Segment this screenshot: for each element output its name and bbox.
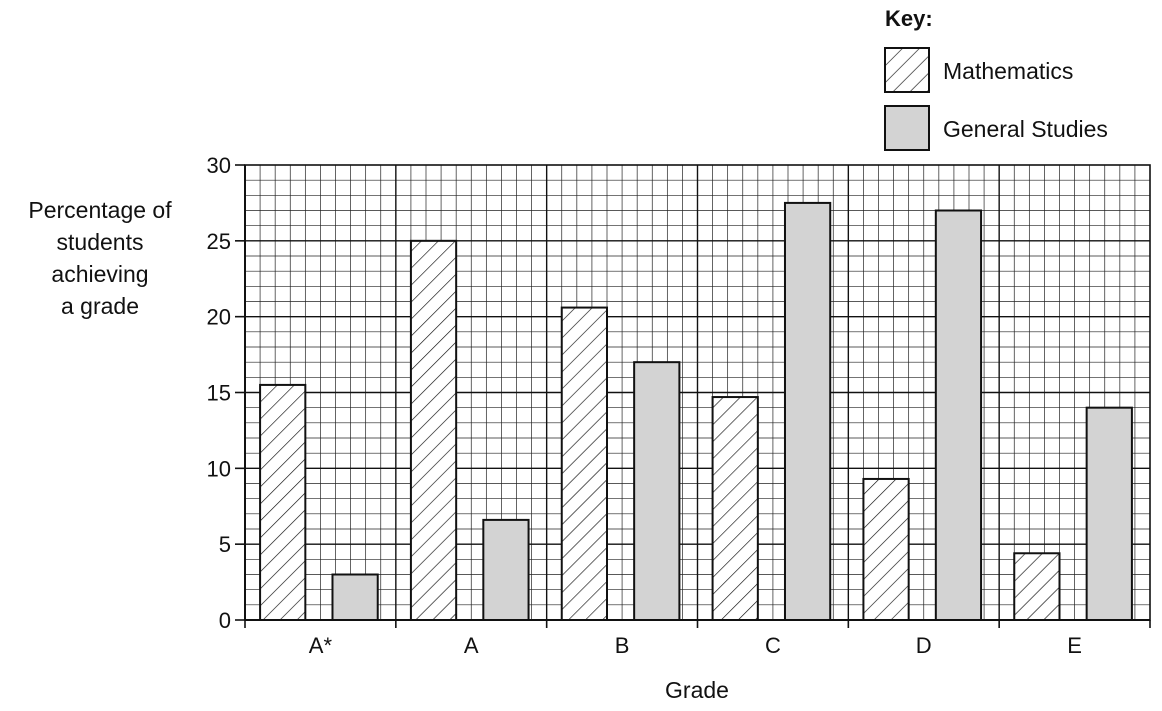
y-tick-label: 0 — [219, 608, 231, 633]
x-axis-label: Grade — [665, 677, 729, 703]
bar-general-studies-B — [633, 361, 681, 621]
x-tick-label: A* — [309, 633, 333, 658]
bar-mathematics-B — [560, 306, 608, 621]
y-tick-label: 20 — [207, 305, 231, 330]
bar-mathematics-A* — [259, 383, 307, 621]
bar-general-studies-D — [934, 209, 983, 621]
y-tick-label: 30 — [207, 153, 231, 178]
bars — [259, 201, 1133, 622]
plot-grid — [244, 164, 1151, 621]
bar-mathematics-C — [711, 396, 759, 621]
y-tick-label: 10 — [207, 456, 231, 481]
legend-swatch-general-studies — [884, 105, 930, 151]
x-tick-label: A — [464, 633, 479, 658]
bar-mathematics-E — [1013, 552, 1061, 621]
bar-general-studies-E — [1085, 406, 1133, 621]
y-tick-label: 15 — [207, 381, 231, 406]
legend-title: Key: — [885, 6, 933, 31]
bar-general-studies-C — [783, 201, 832, 622]
x-tick-label: C — [765, 633, 781, 658]
axes: A* A B C D E 0 5 10 15 20 25 30 — [207, 153, 1151, 658]
x-tick-label: E — [1067, 633, 1082, 658]
x-tick-label: D — [916, 633, 932, 658]
x-tick-label: B — [615, 633, 630, 658]
y-axis-label-line-4: a grade — [61, 293, 139, 319]
bar-general-studies-A* — [331, 573, 379, 621]
legend-swatch-mathematics — [884, 47, 930, 93]
bar-mathematics-D — [862, 477, 910, 622]
legend: Key: Mathematics General Studies — [884, 6, 1108, 151]
y-axis-label-line-3: achieving — [51, 261, 148, 287]
y-tick-label: 25 — [207, 229, 231, 254]
bar-mathematics-A — [409, 239, 458, 621]
y-axis-label-line-1: Percentage of — [28, 197, 172, 223]
legend-label-mathematics: Mathematics — [943, 58, 1073, 84]
legend-label-general-studies: General Studies — [943, 116, 1108, 142]
y-axis-label-line-2: students — [57, 229, 144, 255]
y-tick-label: 5 — [219, 532, 231, 557]
bar-general-studies-A — [482, 518, 530, 622]
